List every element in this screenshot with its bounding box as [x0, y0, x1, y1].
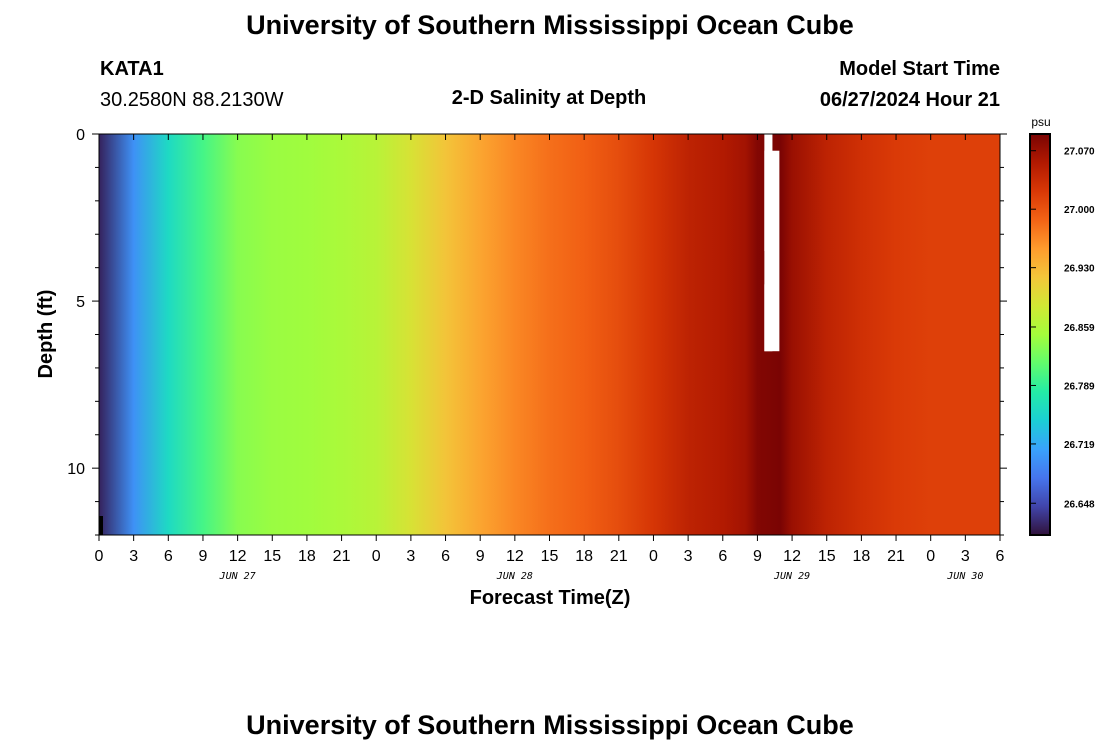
colorbar-tick-label: 27.070: [1064, 147, 1095, 158]
missing-data-cell: [764, 284, 773, 352]
colorbar-tick-label: 26.789: [1064, 381, 1095, 392]
footer-title: University of Southern Mississippi Ocean…: [246, 710, 854, 740]
colorbar-tick-label: 26.859: [1064, 323, 1095, 334]
colorbar-unit: psu: [1031, 115, 1050, 129]
y-tick-label: 0: [76, 127, 85, 144]
x-tick-label: 6: [164, 548, 173, 565]
x-tick-label: 0: [926, 548, 935, 565]
x-tick-label: 0: [95, 548, 104, 565]
y-axis: 0 5 10: [67, 127, 1007, 536]
colorbar-tick-label: 26.648: [1064, 499, 1095, 510]
colorbar-tick-label: 27.000: [1064, 205, 1095, 216]
x-tick-label: 6: [718, 548, 727, 565]
colorbar-tick-label: 26.930: [1064, 264, 1095, 275]
y-tick-label: 5: [76, 294, 85, 311]
x-tick-label: 15: [541, 548, 559, 565]
x-tick-label: 9: [476, 548, 485, 565]
x-axis: 0 3 6 9 12 15 18 21 0 3 6 9 12 15 18 21 0 3 6 9 12 15 18 21 0 3 6: [95, 134, 1005, 565]
x-tick-label: 3: [684, 548, 693, 565]
x-tick-label: 9: [199, 548, 208, 565]
x-tick-label: 15: [263, 548, 281, 565]
x-tick-label: 15: [818, 548, 836, 565]
colorbar-ticks: 26.648 26.719 26.789 26.859 26.930 27.000 27.0…: [1030, 147, 1095, 510]
y-tick-label: 10: [67, 461, 85, 478]
x-tick-label: 9: [753, 548, 762, 565]
bottom-left-marker: [99, 516, 103, 535]
x-tick-label: 0: [649, 548, 658, 565]
day-label: JUN 27: [219, 571, 256, 582]
page-title: University of Southern Mississippi Ocean…: [246, 10, 854, 40]
x-tick-label: 21: [333, 548, 351, 565]
x-tick-label: 21: [887, 548, 905, 565]
x-tick-label: 0: [372, 548, 381, 565]
heatmap-area: [99, 134, 1000, 535]
x-tick-label: 18: [298, 548, 316, 565]
x-axis-label: Forecast Time(Z): [470, 587, 631, 609]
x-tick-label: 3: [129, 548, 138, 565]
day-label: JUN 28: [496, 571, 533, 582]
x-tick-label: 3: [961, 548, 970, 565]
y-axis-label: Depth (ft): [35, 290, 57, 379]
chart-title: 2-D Salinity at Depth: [452, 87, 646, 109]
x-tick-label: 12: [229, 548, 247, 565]
station-id: KATA1: [100, 58, 164, 80]
x-tick-label: 18: [575, 548, 593, 565]
x-tick-label: 12: [506, 548, 524, 565]
heatmap-field: [99, 134, 1000, 535]
x-tick-label: 3: [406, 548, 415, 565]
colorbar: [1029, 133, 1051, 536]
x-tick-label: 6: [441, 548, 450, 565]
model-start-value: 06/27/2024 Hour 21: [820, 89, 1000, 111]
model-start-label: Model Start Time: [839, 58, 1000, 80]
day-label: JUN 29: [773, 571, 810, 582]
x-tick-label: 6: [996, 548, 1005, 565]
day-label: JUN 30: [946, 571, 983, 582]
station-location: 30.2580N 88.2130W: [100, 89, 284, 111]
colorbar-tick-label: 26.719: [1064, 440, 1095, 451]
x-tick-label: 18: [852, 548, 870, 565]
x-tick-label: 21: [610, 548, 628, 565]
x-tick-label: 12: [783, 548, 801, 565]
day-labels: JUN 27 JUN 28 JUN 29 JUN 30: [219, 571, 984, 582]
